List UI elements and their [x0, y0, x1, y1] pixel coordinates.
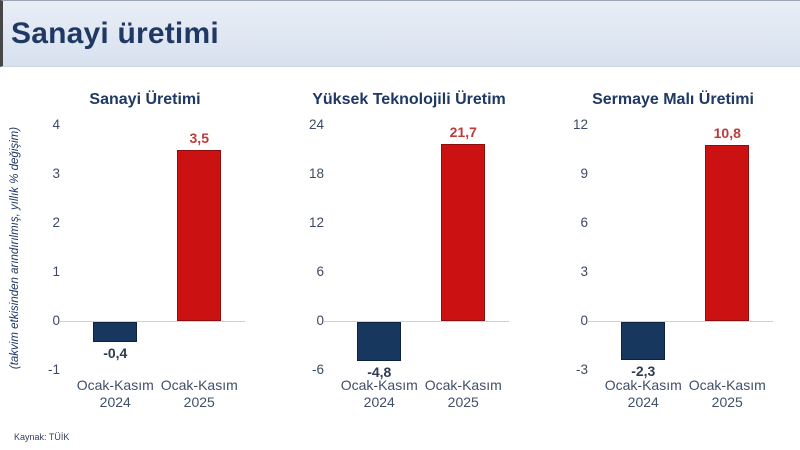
source-note: Kaynak: TÜİK	[14, 432, 70, 442]
y-tick-label: 9	[580, 166, 588, 181]
charts-row: Sanayi Üretimi 4 3 2 1 0 -1 -0,4 3,5 Ocak-Kasım…	[26, 67, 792, 415]
x-category-label: Ocak-Kasım 2024	[340, 377, 418, 410]
y-tick-label: 6	[316, 264, 324, 279]
bar-value-label: -4,8	[367, 364, 392, 381]
x-category-label: Ocak-Kasım 2025	[160, 377, 238, 410]
y-axis-label: (takvim etkisinden arındırılmış, yıllık …	[9, 126, 21, 370]
chart-x-axis: Ocak-Kasım 2024 Ocak-Kasım 2025	[68, 377, 243, 415]
bar-value-label: 3,5	[189, 129, 209, 146]
chart-title: Sanayi Üretimi	[89, 91, 201, 108]
y-tick-label: 4	[52, 117, 60, 132]
y-tick-label: -1	[47, 362, 60, 377]
y-tick-label: 3	[580, 264, 588, 279]
chart-plot: 24 18 12 6 0 -6 -4,8 21,7	[309, 117, 509, 380]
chart-plot: 4 3 2 1 0 -1 -0,4 3,5	[48, 117, 245, 377]
bar-value-label: -0,4	[103, 344, 128, 361]
x-category-label: Ocak-Kasım 2024	[604, 377, 682, 410]
y-tick-label: 0	[580, 313, 588, 328]
y-tick-label: 12	[572, 117, 588, 132]
bar-value-label: -2,3	[631, 362, 656, 379]
bar-negative	[621, 322, 666, 360]
bar-positive	[177, 149, 222, 321]
page-header: Sanayi üretimi	[0, 0, 800, 67]
charts-area: (takvim etkisinden arındırılmış, yıllık …	[0, 67, 800, 449]
y-tick-label: 3	[52, 166, 60, 181]
chart-plot: 12 9 6 3 0 -3 -2,3 10,8	[573, 117, 773, 379]
chart-sermaye-mali-uretimi: Sermaye Malı Üretimi 12 9 6 3 0 -3 -2,3 10,8 Oc…	[554, 67, 792, 415]
chart-title: Sermaye Malı Üretimi	[592, 91, 754, 108]
y-tick-label: 12	[308, 215, 324, 230]
y-tick-label: 2	[52, 215, 60, 230]
y-tick-label: -3	[575, 362, 588, 377]
chart-yuksek-teknolojili-uretim: Yüksek Teknolojili Üretim 24 18 12 6 0 -6 -4,8…	[290, 67, 528, 415]
zero-axis-line	[588, 321, 773, 322]
chart-title: Yüksek Teknolojili Üretim	[312, 91, 506, 108]
x-category-label: Ocak-Kasım 2025	[688, 377, 766, 410]
chart-x-axis: Ocak-Kasım 2024 Ocak-Kasım 2025	[596, 377, 771, 415]
y-tick-label: 0	[52, 313, 60, 328]
page-title: Sanayi üretimi	[11, 16, 219, 50]
bar-value-label: 10,8	[713, 124, 741, 141]
y-tick-label: 1	[52, 264, 60, 279]
zero-axis-line	[60, 321, 245, 322]
x-category-label: Ocak-Kasım 2024	[76, 377, 154, 410]
y-tick-label: -6	[311, 362, 324, 377]
chart-sanayi-uretimi: Sanayi Üretimi 4 3 2 1 0 -1 -0,4 3,5 Ocak-Kasım…	[26, 67, 264, 415]
bar-positive	[441, 143, 486, 321]
chart-x-axis: Ocak-Kasım 2024 Ocak-Kasım 2025	[332, 377, 507, 415]
y-tick-label: 18	[308, 166, 324, 181]
y-tick-label: 24	[308, 117, 324, 132]
y-tick-label: 0	[316, 313, 324, 328]
zero-axis-line	[324, 321, 509, 322]
bar-negative	[93, 322, 138, 342]
bar-negative	[357, 322, 402, 362]
y-tick-label: 6	[580, 215, 588, 230]
bar-positive	[705, 144, 750, 321]
bar-value-label: 21,7	[449, 123, 477, 140]
x-category-label: Ocak-Kasım 2025	[424, 377, 502, 410]
